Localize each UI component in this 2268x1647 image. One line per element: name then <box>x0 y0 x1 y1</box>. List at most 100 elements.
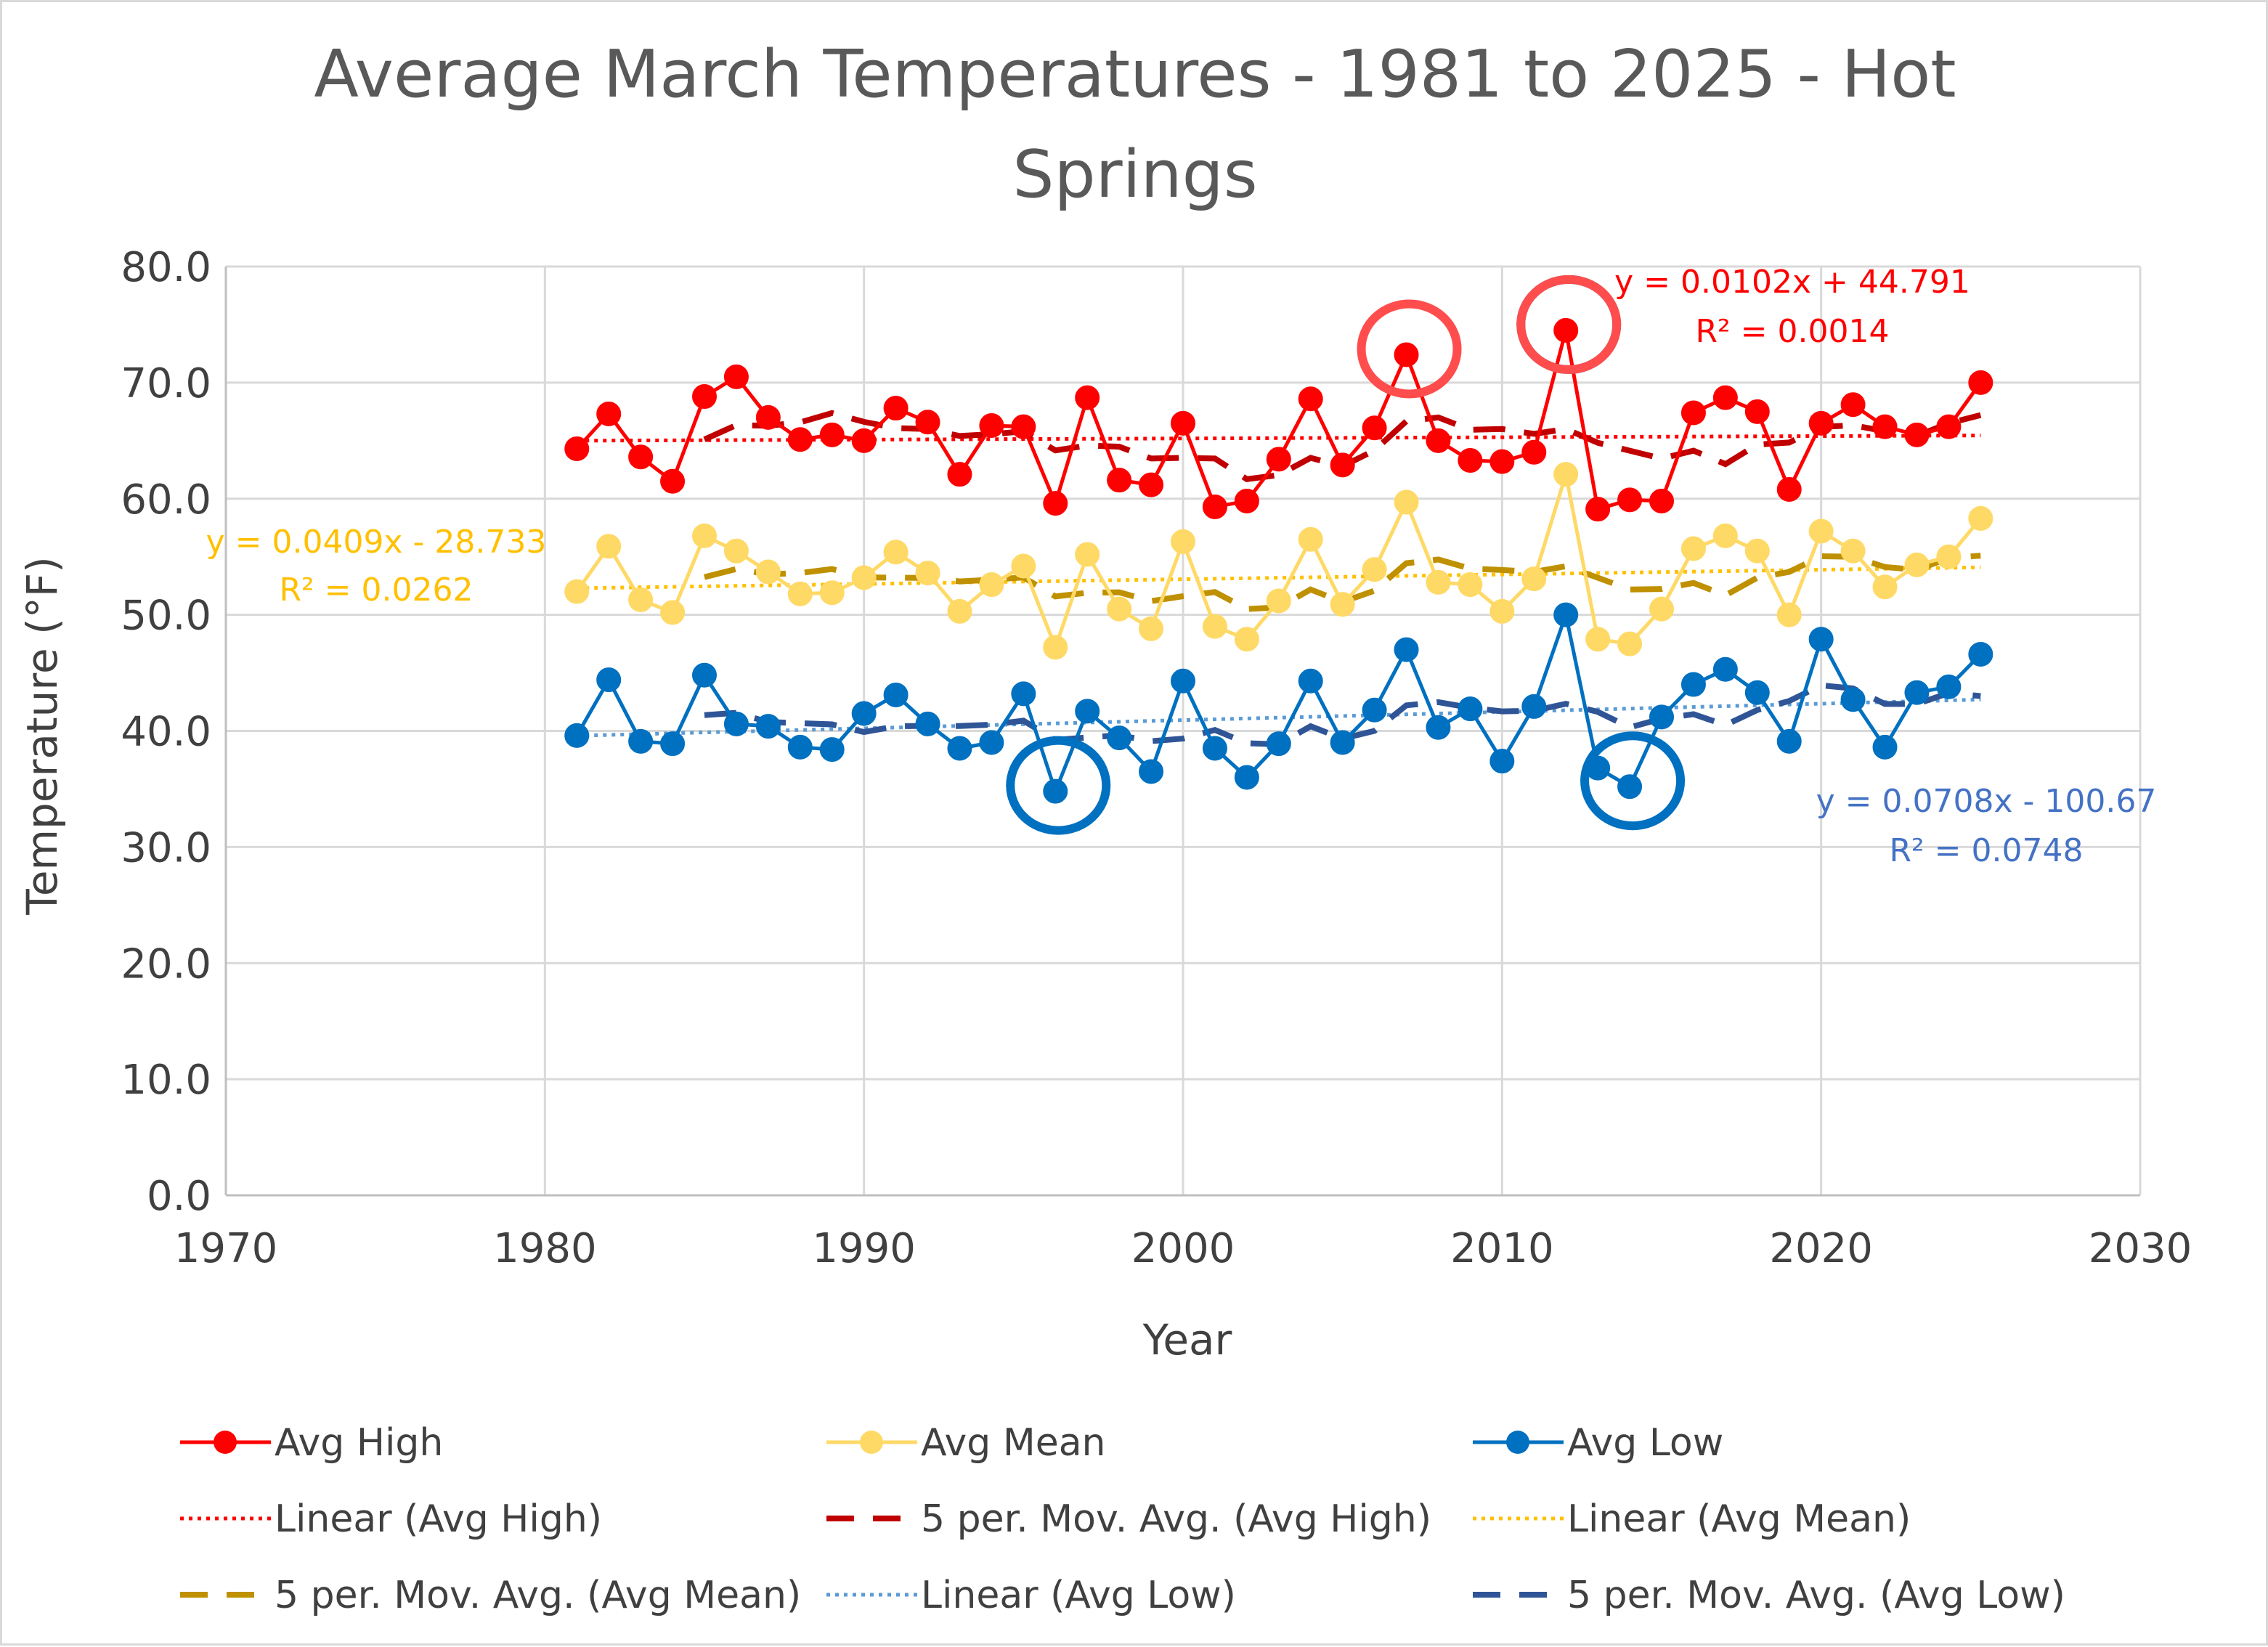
data-point <box>1840 687 1866 712</box>
legend-label: Avg Low <box>1567 1421 1723 1465</box>
data-point <box>1776 728 1802 754</box>
data-point <box>596 402 622 427</box>
data-point <box>1553 462 1579 487</box>
legend-label: Linear (Avg High) <box>275 1497 602 1541</box>
data-point <box>1680 536 1706 561</box>
legend-swatch-marker <box>1506 1431 1529 1454</box>
data-point <box>564 436 590 462</box>
chart-title-line2: Springs <box>1012 137 1257 213</box>
legend-label: Avg High <box>275 1421 443 1465</box>
highlight-circle <box>1516 274 1622 374</box>
data-point <box>1776 476 1802 502</box>
trendline-equation: y = 0.0102x + 44.791 <box>1614 264 1970 301</box>
data-point <box>692 523 717 548</box>
data-point <box>1840 538 1866 564</box>
highlight-circle <box>1580 731 1686 831</box>
data-point <box>851 565 877 590</box>
trendline-equation: y = 0.0708x - 100.67 <box>1816 783 2157 820</box>
data-point <box>915 711 940 736</box>
series-line-2 <box>575 613 1983 794</box>
legend: Avg High Avg Mean Avg Low Linear (Avg High)… <box>180 1421 2065 1617</box>
data-point <box>1426 428 1451 453</box>
data-point <box>1426 569 1451 595</box>
data-point <box>1744 399 1770 424</box>
x-tick-label: 2000 <box>1131 1225 1235 1272</box>
data-point <box>1936 414 1962 439</box>
data-point <box>1840 392 1866 418</box>
data-point <box>1330 730 1355 755</box>
data-point <box>915 410 940 435</box>
data-point <box>1011 681 1036 707</box>
data-point <box>628 728 654 754</box>
data-point <box>1107 725 1132 751</box>
highlight-circle <box>1006 736 1111 835</box>
data-point <box>1394 489 1419 515</box>
data-point <box>1171 410 1195 436</box>
data-point <box>1489 598 1515 624</box>
trendline-r-squared: R² = 0.0014 <box>1695 313 1889 350</box>
data-point <box>1585 627 1611 652</box>
y-axis-title: Temperature (°F) <box>17 556 67 915</box>
data-point <box>1234 488 1259 513</box>
data-point <box>1171 668 1195 694</box>
data-point <box>915 561 940 586</box>
trendline-r-squared: R² = 0.0748 <box>1889 832 2083 869</box>
x-tick-label: 2010 <box>1450 1225 1554 1272</box>
data-point <box>1011 553 1036 579</box>
data-point <box>819 737 845 762</box>
data-point <box>883 396 909 421</box>
data-point <box>596 534 622 559</box>
data-point <box>1426 715 1451 740</box>
data-point <box>1872 414 1898 439</box>
data-point <box>1139 616 1164 641</box>
data-point <box>1394 637 1419 662</box>
x-tick-label: 1990 <box>812 1225 916 1272</box>
data-point <box>883 682 909 707</box>
trendline-r-squared: R² = 0.0262 <box>279 572 473 609</box>
data-point <box>1330 592 1355 617</box>
data-point <box>628 444 654 470</box>
x-tick-label: 2020 <box>1769 1225 1873 1272</box>
data-point <box>1617 774 1643 800</box>
data-point <box>1904 422 1930 447</box>
data-point <box>564 723 590 748</box>
data-point <box>1617 487 1643 513</box>
data-point <box>947 462 972 487</box>
data-point <box>883 540 909 565</box>
data-point <box>1394 342 1419 367</box>
legend-swatch-marker <box>860 1431 883 1454</box>
data-point <box>723 711 749 736</box>
data-point <box>1043 778 1068 804</box>
data-point <box>1043 635 1068 660</box>
highlight-circles <box>1006 274 1686 835</box>
y-tick-label: 80.0 <box>121 244 211 291</box>
data-point <box>1362 697 1387 723</box>
data-point <box>1298 668 1323 694</box>
trendline-equation: y = 0.0409x - 28.733 <box>206 524 547 561</box>
data-point <box>692 662 717 688</box>
data-point <box>1171 529 1195 554</box>
data-point <box>1489 449 1515 474</box>
chart-title-line1: Average March Temperatures - 1981 to 202… <box>314 36 1956 113</box>
data-point <box>755 714 781 739</box>
series-line-1 <box>575 472 1983 649</box>
data-point <box>1075 699 1100 724</box>
data-point <box>979 413 1004 439</box>
data-point <box>947 598 972 624</box>
data-point <box>1043 491 1068 516</box>
data-point <box>1680 400 1706 426</box>
data-point <box>1968 370 1993 395</box>
y-tick-label: 50.0 <box>121 593 211 640</box>
data-point <box>1521 439 1547 465</box>
trendlines <box>577 434 1981 738</box>
data-point <box>1362 557 1387 582</box>
y-tick-label: 10.0 <box>121 1057 211 1104</box>
data-point <box>1202 614 1227 639</box>
data-point <box>1776 602 1802 627</box>
x-axis-title: Year <box>1142 1315 1232 1365</box>
trendline-0 <box>577 434 1981 443</box>
data-point <box>1139 472 1164 497</box>
data-point <box>1712 385 1738 410</box>
data-point <box>1712 656 1738 682</box>
